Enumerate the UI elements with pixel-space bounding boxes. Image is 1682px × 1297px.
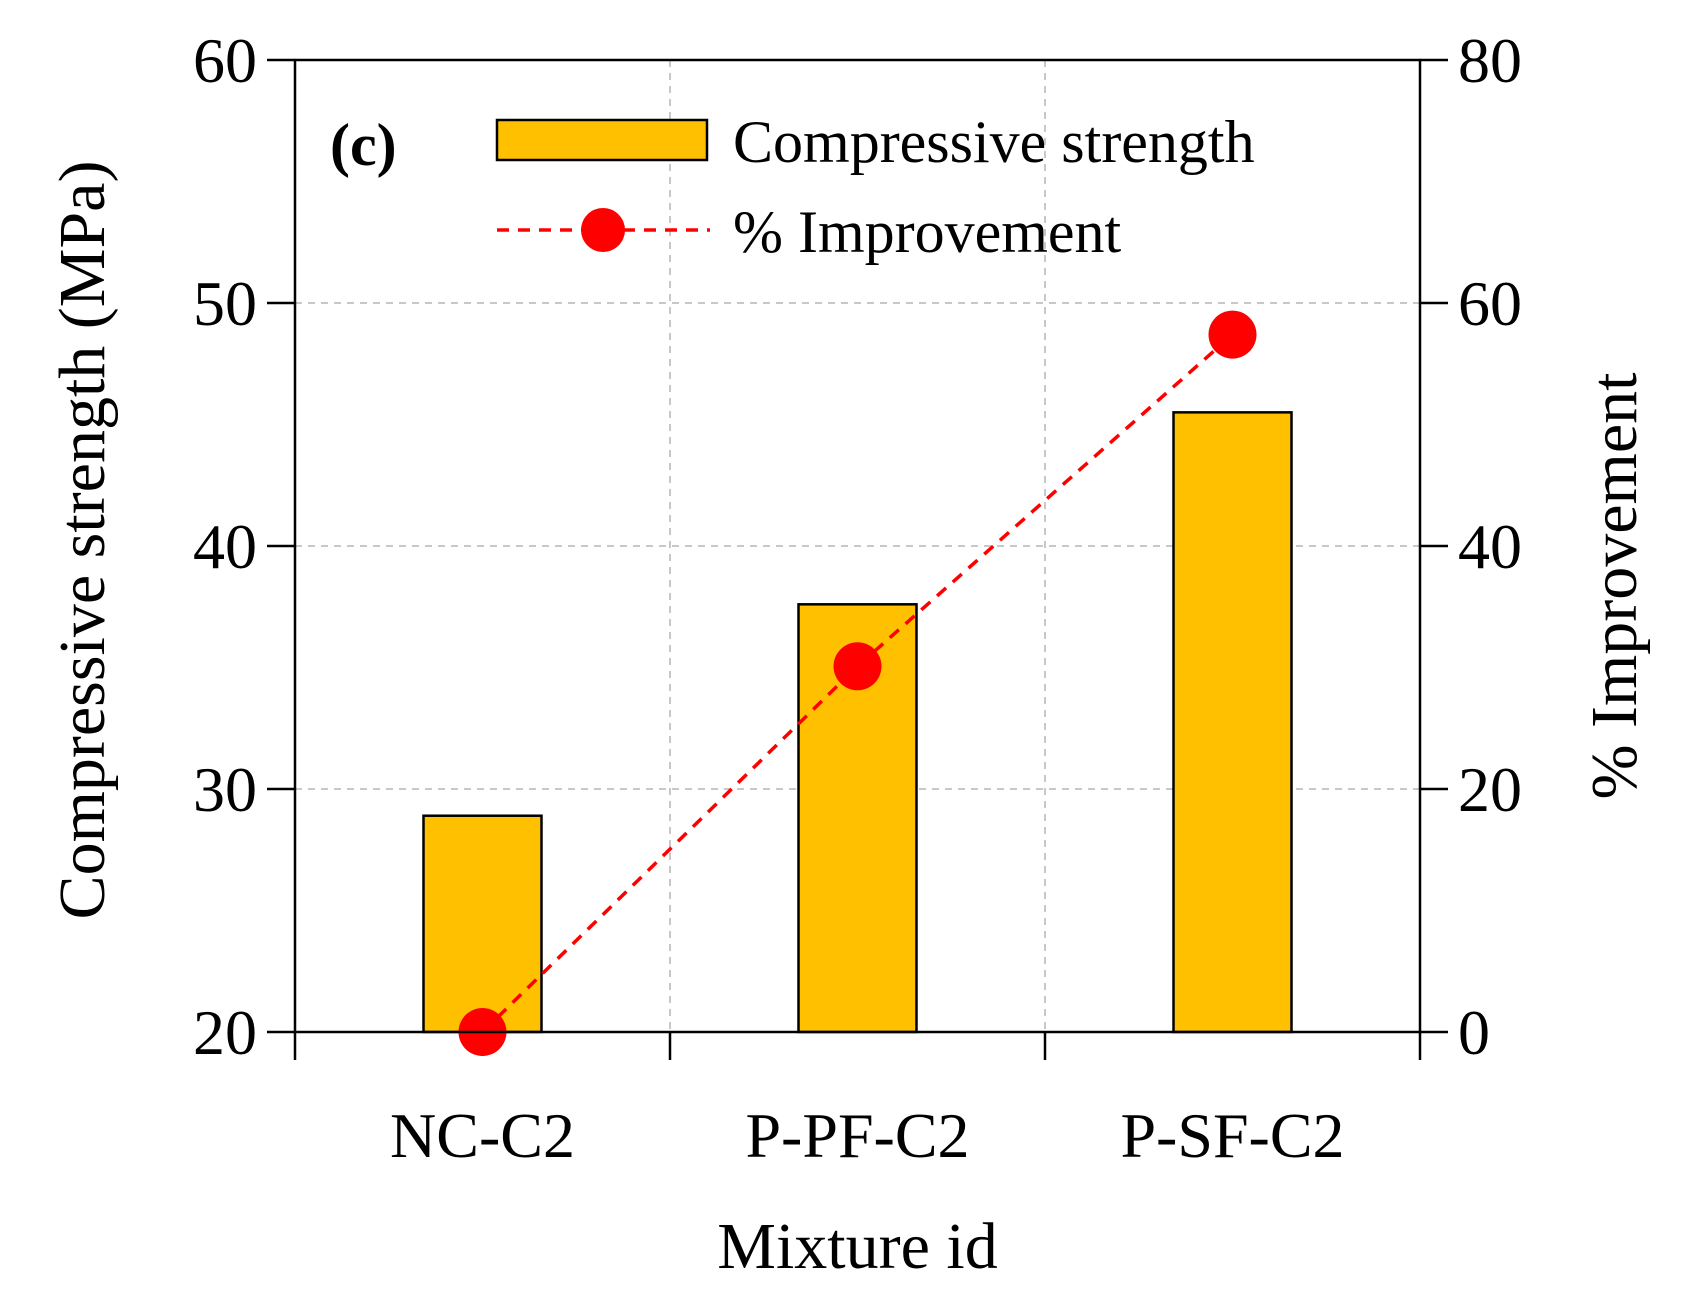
bars	[422, 411, 1293, 1034]
improvement-line-path	[481, 333, 1234, 1034]
x-tick-label-p-sf-c2: P-SF-C2	[1120, 1100, 1344, 1171]
y-tick-label: 30	[193, 754, 257, 825]
panel-label: (c)	[330, 112, 397, 178]
axis-ticks: 20 30 40 50 60 0 20 40 60 80 NC-C2 P-PF-C2 P-SF-C2	[193, 25, 1522, 1171]
x-axis-title: Mixture id	[717, 1210, 997, 1283]
y-axis-title: Compressive strength (MPa)	[46, 161, 119, 920]
improvement-point-p-sf-c2	[1208, 310, 1257, 359]
y-tick-label: 40	[193, 511, 257, 582]
bar-nc-c2	[422, 814, 543, 1034]
improvement-point-p-pf-c2	[833, 642, 882, 691]
y-tick-label: 60	[193, 25, 257, 96]
y2-tick-label: 60	[1458, 268, 1522, 339]
bar-p-sf-c2	[1172, 411, 1293, 1034]
legend: Compressive strength % Improvement	[495, 109, 1255, 265]
x-tick-label-nc-c2: NC-C2	[390, 1100, 575, 1171]
x-tick-label-p-pf-c2: P-PF-C2	[745, 1100, 969, 1171]
legend-bar-label: Compressive strength	[733, 109, 1255, 175]
legend-bar-swatch	[495, 118, 709, 162]
legend-line-label: % Improvement	[733, 199, 1122, 265]
y-tick-label: 20	[193, 997, 257, 1068]
y2-tick-label: 80	[1458, 25, 1522, 96]
y2-tick-label: 0	[1458, 997, 1490, 1068]
legend-marker-swatch	[581, 208, 625, 252]
y2-axis-title: % Improvement	[1578, 372, 1651, 799]
y-tick-label: 50	[193, 268, 257, 339]
y2-tick-label: 20	[1458, 754, 1522, 825]
y2-tick-label: 40	[1458, 511, 1522, 582]
